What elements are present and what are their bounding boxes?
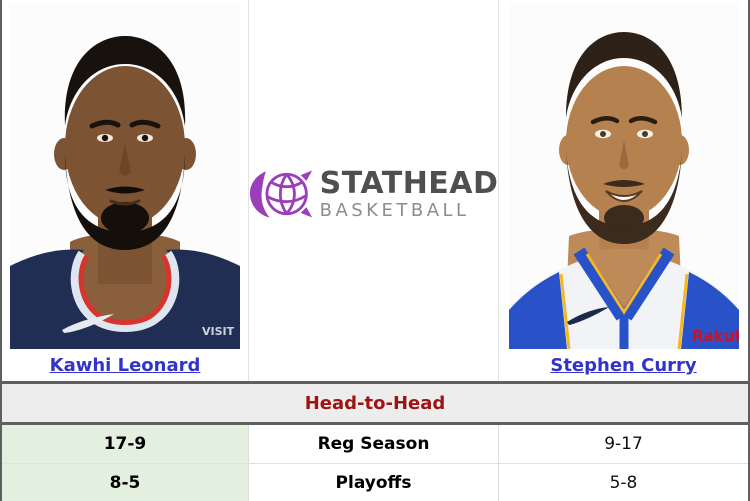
player-name-row: Kawhi Leonard Stephen Curry — [2, 350, 748, 381]
left-record-reg-season: 17-9 — [2, 425, 249, 463]
head-to-head-header: Head-to-Head — [2, 381, 748, 425]
jersey-text-rakuten: Rakuten — [692, 327, 739, 345]
name-row-spacer — [249, 350, 499, 381]
top-section: VISIT STATHEAD — [2, 0, 748, 350]
player-photo-right: Rakuten — [499, 0, 748, 350]
left-record-playoffs: 8-5 — [2, 463, 249, 501]
kawhi-leonard-photo: VISIT — [10, 4, 240, 349]
player-link-stephen-curry[interactable]: Stephen Curry — [550, 355, 697, 376]
stephen-curry-photo: Rakuten — [508, 4, 739, 349]
right-record-playoffs: 5-8 — [499, 463, 748, 501]
player-link-kawhi-leonard[interactable]: Kawhi Leonard — [49, 355, 201, 376]
stathead-logo: STATHEAD BASKETBALL — [249, 0, 499, 350]
logo-subtitle: BASKETBALL — [319, 199, 470, 221]
player-photo-left: VISIT — [2, 0, 249, 350]
head-to-head-title: Head-to-Head — [304, 392, 446, 414]
jersey-text-visit: VISIT — [202, 325, 235, 338]
logo-title: STATHEAD — [319, 166, 499, 202]
table-row-playoffs: 8-5 Playoffs 5-8 — [2, 463, 748, 501]
row-label-playoffs: Playoffs — [249, 463, 499, 501]
right-record-reg-season: 9-17 — [604, 434, 643, 454]
table-row-reg-season: 17-9 Reg Season 9-17 — [2, 425, 748, 463]
row-label-reg-season: Reg Season — [249, 425, 499, 463]
stathead-basketball-icon — [249, 170, 312, 218]
